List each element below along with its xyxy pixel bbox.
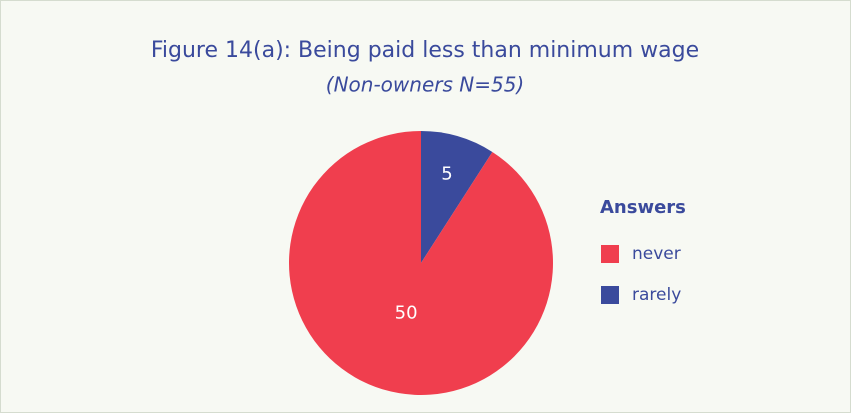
pie-slice xyxy=(289,131,553,395)
data-label: 50 xyxy=(395,303,418,324)
legend-swatch xyxy=(601,286,619,304)
pie-slice xyxy=(421,131,493,263)
legend-label: never xyxy=(632,244,681,264)
legend-title: Answers xyxy=(600,197,686,218)
legend-label: rarely xyxy=(632,285,681,305)
data-label: 5 xyxy=(441,163,452,184)
chart-subtitle: (Non-owners N=55) xyxy=(326,73,524,97)
legend-swatch xyxy=(601,245,619,263)
chart-title: Figure 14(a): Being paid less than minim… xyxy=(151,38,699,63)
